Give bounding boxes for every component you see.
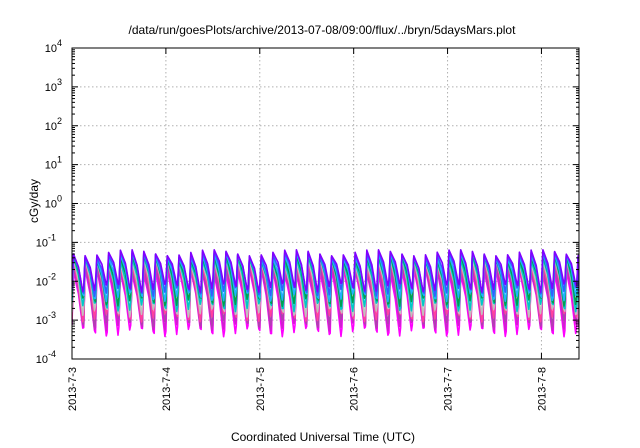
x-tick-label: 2013-7-5 <box>255 367 267 411</box>
series-line <box>72 250 579 297</box>
x-tick-labels: 2013-7-3 2013-7-4 2013-7-5 2013-7-6 2013-7-7… <box>67 367 548 411</box>
x-tick-label: 2013-7-4 <box>161 367 173 411</box>
tick-marks <box>71 47 579 360</box>
y-tick-label: 102 <box>45 116 62 133</box>
x-axis-title: Coordinated Universal Time (UTC) <box>231 430 415 444</box>
y-tick-exponent: -3 <box>48 310 56 320</box>
y-tick-exponent: 1 <box>57 155 62 165</box>
y-axis-title: cGy/day <box>27 179 41 223</box>
y-tick-label: 101 <box>45 155 62 172</box>
x-tick-label: 2013-7-3 <box>67 367 79 411</box>
y-tick-label: 100 <box>45 194 62 211</box>
x-tick-label: 2013-7-8 <box>536 367 548 411</box>
y-tick-exponent: -1 <box>48 232 56 242</box>
x-tick-label: 2013-7-7 <box>443 367 455 411</box>
series-line <box>72 252 579 303</box>
x-tick-label: 2013-7-6 <box>349 367 361 411</box>
series-layer <box>72 249 579 338</box>
y-tick-label: 104 <box>45 38 62 55</box>
y-tick-exponent: -2 <box>48 271 56 281</box>
y-tick-exponent: 3 <box>57 77 62 87</box>
y-tick-label: 10-4 <box>36 349 56 366</box>
y-tick-label: 103 <box>45 77 62 94</box>
series-line <box>72 249 579 293</box>
y-tick-label: 10-2 <box>36 271 56 288</box>
y-tick-exponent: -4 <box>48 349 56 359</box>
y-tick-label: 10-3 <box>36 310 56 327</box>
y-tick-exponent: 4 <box>57 38 62 48</box>
chart-title: /data/run/goesPlots/archive/2013-07-08/0… <box>129 23 517 37</box>
y-tick-label: 10-1 <box>36 232 56 249</box>
y-tick-exponent: 0 <box>57 194 62 204</box>
y-tick-exponent: 2 <box>57 116 62 126</box>
